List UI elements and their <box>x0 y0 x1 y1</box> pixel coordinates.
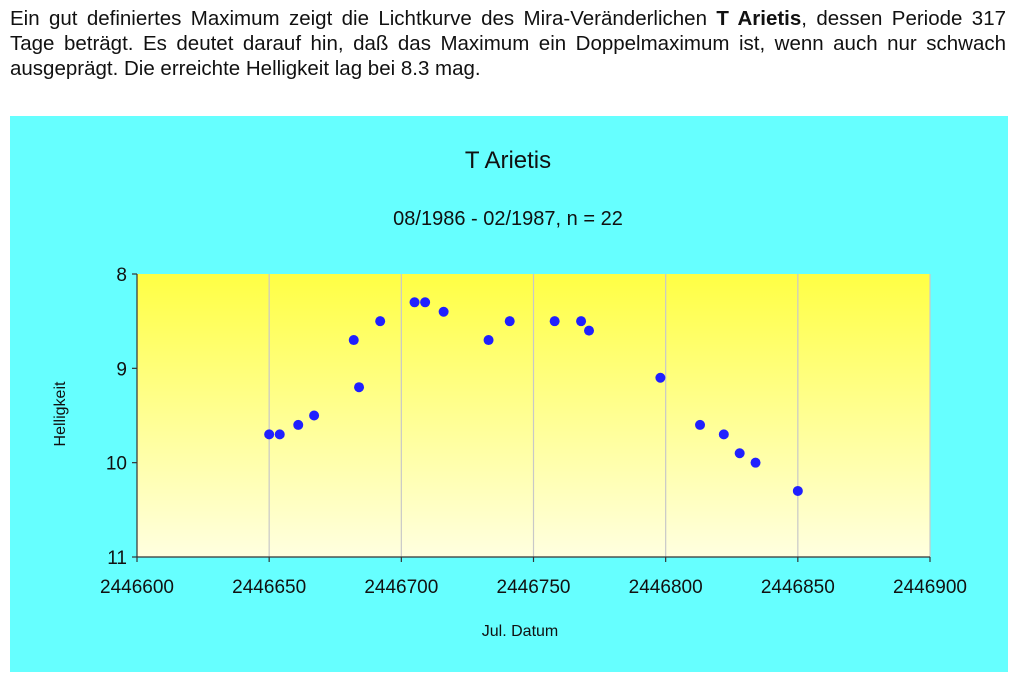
data-point <box>438 306 449 317</box>
data-points <box>264 297 803 496</box>
data-point <box>293 419 304 430</box>
chart-container: 8 9 10 11 2446600 2446650 2446700 2446750 244680… <box>10 116 1008 672</box>
star-name: T Arietis <box>716 7 802 30</box>
y-tick-label: 11 <box>107 548 127 569</box>
y-tick-label: 9 <box>116 359 127 380</box>
data-point <box>309 410 320 421</box>
data-point <box>576 316 587 327</box>
data-point <box>483 335 494 346</box>
data-point <box>274 429 285 440</box>
light-curve-chart: 8 9 10 11 2446600 2446650 2446700 2446750 244680… <box>52 147 967 640</box>
tick-labels: 8 9 10 11 2446600 2446650 2446700 2446750 244680… <box>100 265 967 598</box>
data-point <box>734 448 745 459</box>
data-point <box>264 429 275 440</box>
data-point <box>420 297 431 308</box>
data-point <box>718 429 729 440</box>
x-axis-label: Jul. Datum <box>482 623 558 640</box>
x-tick-label: 2446900 <box>893 577 967 598</box>
axes <box>132 273 931 562</box>
x-tick-label: 2446650 <box>232 577 306 598</box>
intro-text-end: , dessen Periode 317 Tage beträgt. Es de… <box>10 7 1006 80</box>
data-point <box>375 316 386 327</box>
data-point <box>504 316 515 327</box>
data-point <box>549 316 560 327</box>
intro-paragraph: Ein gut definiertes Maximum zeigt die Li… <box>10 6 1006 81</box>
data-point <box>348 335 359 346</box>
x-tick-label: 2446750 <box>497 577 571 598</box>
data-point <box>584 325 595 336</box>
intro-text-start: Ein gut definiertes Maximum zeigt die Li… <box>10 7 717 30</box>
x-tick-label: 2446850 <box>761 577 835 598</box>
chart-subtitle: 08/1986 - 02/1987, n = 22 <box>393 208 623 230</box>
data-point <box>354 382 365 393</box>
y-tick-label: 8 <box>116 265 127 286</box>
data-point <box>409 297 420 308</box>
data-point <box>655 372 666 383</box>
x-tick-label: 2446700 <box>364 577 438 598</box>
data-point <box>695 419 706 430</box>
data-point <box>750 457 761 468</box>
y-axis-label: Helligkeit <box>52 381 69 446</box>
x-tick-label: 2446600 <box>100 577 174 598</box>
y-tick-label: 10 <box>106 454 127 475</box>
x-tick-label: 2446800 <box>629 577 703 598</box>
grid-lines <box>268 274 931 557</box>
data-point <box>792 485 803 496</box>
chart-title: T Arietis <box>465 147 551 174</box>
